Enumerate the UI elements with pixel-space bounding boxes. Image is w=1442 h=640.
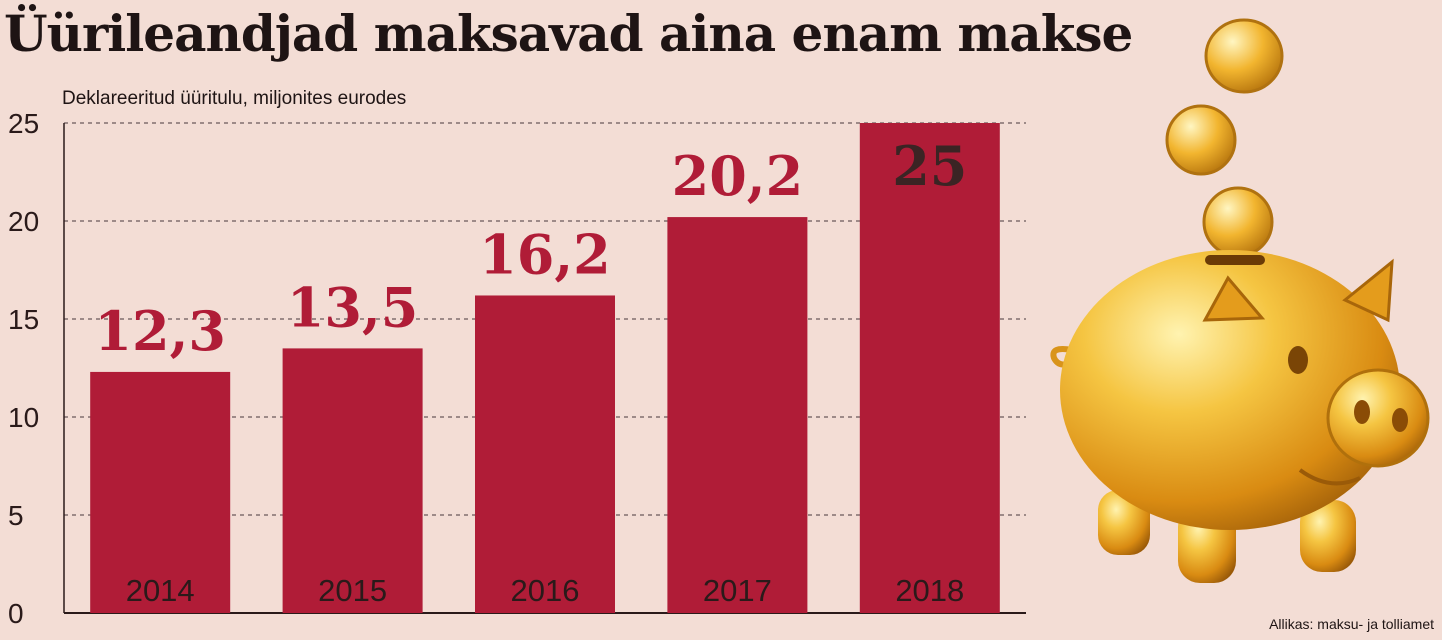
coin-icon — [1204, 18, 1284, 94]
source-note: Allikas: maksu- ja tolliamet — [1269, 616, 1434, 632]
y-tick-label: 0 — [8, 598, 24, 629]
x-tick-label: 2017 — [703, 573, 772, 608]
bar-chart: 0 5 10 15 20 25 12,3 2014 13,5 2015 16,2 2016 20,2 20… — [8, 108, 1026, 629]
data-label: 12,3 — [94, 299, 226, 363]
data-label: 20,2 — [672, 144, 804, 208]
chart-title: Üürileandjad maksavad aina enam makse — [4, 4, 1133, 63]
x-tick-label: 2018 — [895, 573, 964, 608]
data-label: 13,5 — [287, 275, 419, 339]
piggy-bank-with-gold-coins-icon — [1050, 18, 1430, 583]
y-tick-label: 25 — [8, 108, 39, 139]
y-tick-label: 20 — [8, 206, 39, 237]
x-tick-label: 2016 — [511, 573, 580, 608]
bar — [475, 295, 615, 613]
chart-subtitle: Deklareeritud üüritulu, miljonites eurod… — [62, 88, 407, 109]
y-tick-label: 5 — [8, 500, 24, 531]
coin-icon — [1165, 104, 1237, 176]
x-tick-label: 2014 — [126, 573, 195, 608]
bar — [90, 371, 231, 613]
bar — [282, 348, 423, 613]
x-tick-label: 2015 — [318, 573, 387, 608]
coin-icon — [1202, 186, 1274, 258]
data-label: 25 — [892, 134, 967, 198]
data-label: 16,2 — [479, 222, 611, 286]
bar — [667, 217, 808, 613]
y-tick-label: 15 — [8, 304, 39, 335]
bar — [859, 123, 1000, 613]
y-tick-label: 10 — [8, 402, 39, 433]
